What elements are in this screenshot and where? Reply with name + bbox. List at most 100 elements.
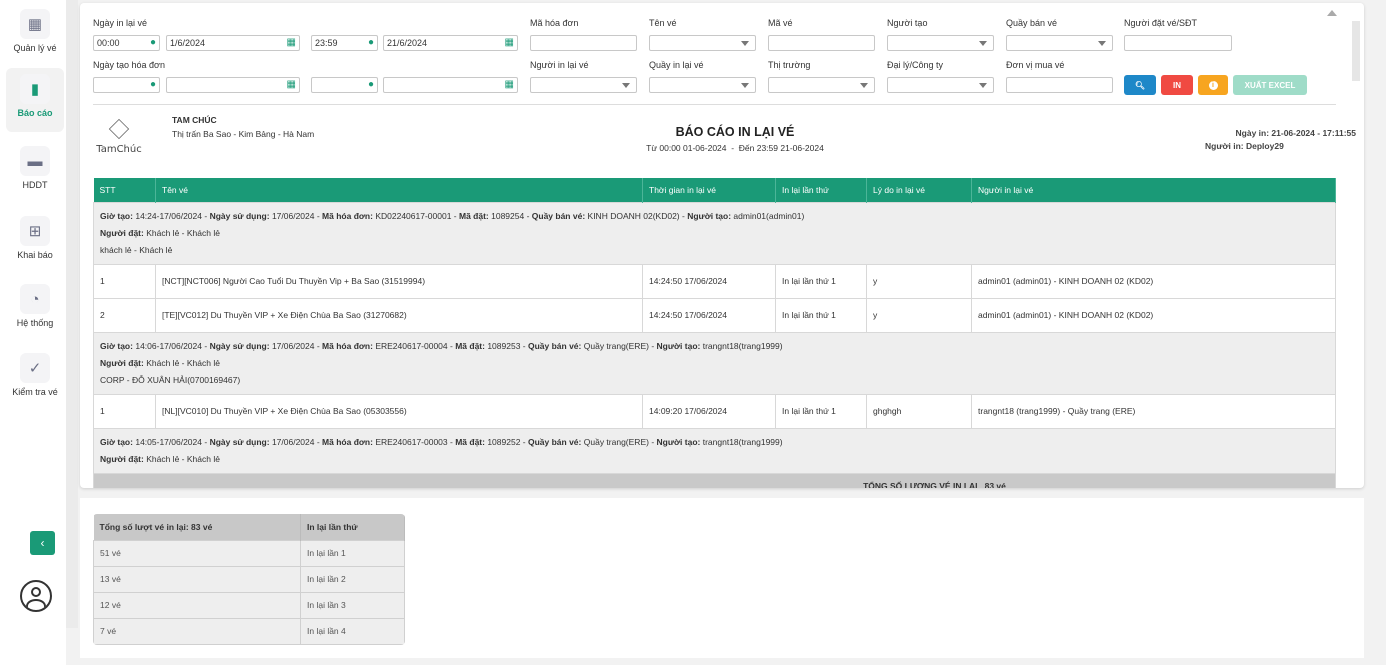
summary-row: 13 vé In lại lần 2	[93, 565, 405, 593]
summary-table: Tổng số lượt vé in lại: 83 vé In lại lần …	[93, 514, 405, 645]
table-row[interactable]: 2 [TE][VC012] Du Thuyền VIP + Xe Điện Chù…	[93, 297, 1336, 333]
thi-truong-select[interactable]	[768, 77, 875, 93]
sidebar-item-label: Khai báo	[17, 250, 53, 260]
table-cell: y	[866, 263, 972, 299]
don-vi-mua-ve-input[interactable]	[1006, 77, 1113, 93]
scroll-up-arrow[interactable]	[1327, 10, 1337, 16]
sidebar-item-0[interactable]: ▦ Quản lý vé	[6, 3, 64, 67]
ma-hoa-don-input[interactable]	[530, 35, 637, 51]
info-icon: i	[1208, 80, 1218, 90]
table-cell: In lại lần thứ 1	[775, 393, 867, 429]
table-cell: 2	[93, 297, 156, 333]
print-to-date[interactable]: 21/6/2024 ▦	[383, 35, 518, 51]
ten-ve-select[interactable]	[649, 35, 756, 51]
collapse-sidebar-button[interactable]: ‹	[30, 531, 55, 555]
column-header: Người in lại vé	[971, 178, 1336, 202]
field-label: Người tạo:	[656, 340, 701, 351]
export-excel-button[interactable]: XUẤT EXCEL	[1233, 75, 1307, 95]
field-label: Ngày sử dụng:	[209, 436, 270, 447]
clock-icon: ●	[367, 79, 374, 90]
field-value: trangnt18(trang1999)	[702, 436, 783, 447]
sidebar-item-2[interactable]: ▬ HDDT	[6, 140, 64, 204]
print-from-date[interactable]: 1/6/2024 ▦	[166, 35, 300, 51]
field-label: Quầy bán vé:	[531, 210, 586, 221]
search-button[interactable]: 🔍︎	[1124, 75, 1156, 95]
print-button[interactable]: IN	[1161, 75, 1193, 95]
print-from-time[interactable]: 00:00 ●	[93, 35, 160, 51]
field-label: Mã đặt:	[455, 340, 485, 351]
field-label: Mã đặt:	[458, 210, 489, 221]
summary-cell: In lại lần 1	[300, 539, 405, 567]
field-label: Mã đặt:	[455, 436, 485, 447]
field-value: ERE240617-00003	[375, 436, 448, 447]
label-ngay-in-lai-ve: Ngày in lại vé	[93, 18, 148, 28]
printer-icon: ▬	[20, 146, 50, 176]
label-nguoi-in-lai-ve: Người in lại vé	[530, 60, 589, 70]
sidebar-scrollbar[interactable]	[66, 0, 78, 628]
label-thi-truong: Thị trường	[768, 60, 811, 70]
column-header: In lại lần thứ	[775, 178, 867, 202]
sidebar-item-label: Báo cáo	[17, 108, 53, 118]
dai-ly-select[interactable]	[887, 77, 994, 93]
field-label: Quầy bán vé:	[527, 340, 582, 351]
nguoi-in-lai-ve-select[interactable]	[530, 77, 637, 93]
field-value: KINH DOANH 02(KD02)	[587, 210, 680, 221]
nguoi-tao-select[interactable]	[887, 35, 994, 51]
label-ma-ve: Mã vé	[768, 18, 793, 28]
table-cell: admin01 (admin01) - KINH DOANH 02 (KD02)	[971, 263, 1336, 299]
summary-row: 51 vé In lại lần 1	[93, 539, 405, 567]
divider	[93, 104, 1336, 105]
user-circle-icon	[22, 587, 50, 610]
ma-ve-input[interactable]	[768, 35, 875, 51]
filter-report-panel: Ngày in lại vé 00:00 ● 1/6/2024 ▦ 23:59 ● 2…	[80, 3, 1364, 488]
caret-down-icon	[860, 83, 868, 88]
field-value: trangnt18(trang1999)	[702, 340, 783, 351]
label-ngay-tao-hoa-don: Ngày tạo hóa đơn	[93, 60, 165, 70]
field-value: 1089253	[487, 340, 521, 351]
print-to-time[interactable]: 23:59 ●	[311, 35, 378, 51]
table-cell: In lại lần thứ 1	[775, 297, 867, 333]
value: 1/6/2024	[170, 38, 206, 48]
summary-cell: 51 vé	[93, 539, 301, 567]
invoice-from-date[interactable]: ▦	[166, 77, 300, 93]
nguoi-dat-ve-input[interactable]	[1124, 35, 1232, 51]
label-don-vi-mua-ve: Đơn vị mua vé	[1006, 60, 1065, 70]
table-cell: y	[866, 297, 972, 333]
info-button[interactable]: i	[1198, 75, 1228, 95]
calendar-icon: ▦	[286, 37, 296, 48]
invoice-to-time[interactable]: ●	[311, 77, 378, 93]
print-date: Ngày in: 21-06-2024 - 17:11:55	[1235, 128, 1356, 138]
calendar-icon: ▦	[286, 79, 296, 90]
table-cell: 1	[93, 393, 156, 429]
sidebar: ▦ Quản lý vé ▮ Báo cáo ▬ HDDT ⊞ Khai báo ◔ Hệ thố…	[0, 0, 66, 665]
summary-panel: Tổng số lượt vé in lại: 83 vé In lại lần …	[80, 498, 1364, 658]
vertical-scrollbar[interactable]	[1352, 21, 1360, 81]
table-row[interactable]: 1 [NL][VC010] Du Thuyền VIP + Xe Điện Chù…	[93, 393, 1336, 429]
table-cell: [NL][VC010] Du Thuyền VIP + Xe Điện Chùa…	[155, 393, 643, 429]
field-value: Khách lẻ - Khách lẻ	[146, 453, 220, 464]
table-cell: 14:24:50 17/06/2024	[642, 297, 776, 333]
quay-in-lai-ve-select[interactable]	[649, 77, 756, 93]
label-dai-ly: Đại lý/Công ty	[887, 60, 944, 70]
total-label: TỔNG SỐ LƯỢNG VÉ IN LẠI	[863, 481, 978, 488]
user-avatar[interactable]	[20, 580, 52, 612]
field-label: Ngày sử dụng:	[209, 210, 270, 221]
invoice-to-date[interactable]: ▦	[383, 77, 518, 93]
invoice-from-time[interactable]: ●	[93, 77, 160, 93]
sidebar-item-label: HDDT	[22, 180, 48, 190]
field-label: Giờ tạo:	[100, 340, 133, 351]
quay-ban-ve-select[interactable]	[1006, 35, 1113, 51]
sidebar-item-4[interactable]: ◔ Hệ thống	[6, 278, 64, 342]
caret-down-icon	[979, 41, 987, 46]
label-nguoi-dat-ve: Người đặt vé/SĐT	[1124, 18, 1197, 28]
table-row[interactable]: 1 [NCT][NCT006] Người Cao Tuổi Du Thuyền …	[93, 263, 1336, 299]
caret-down-icon	[979, 83, 987, 88]
customer-info: khách lẻ - Khách lẻ	[100, 244, 173, 255]
sidebar-item-5[interactable]: ✓ Kiểm tra vé	[6, 347, 64, 411]
sidebar-item-3[interactable]: ⊞ Khai báo	[6, 210, 64, 274]
field-label: Mã hóa đơn:	[322, 436, 373, 447]
field-label: Giờ tạo:	[100, 436, 133, 447]
table-cell: ghghgh	[866, 393, 972, 429]
summary-cell: In lại lần 4	[300, 617, 405, 645]
sidebar-item-1[interactable]: ▮ Báo cáo	[6, 68, 64, 132]
